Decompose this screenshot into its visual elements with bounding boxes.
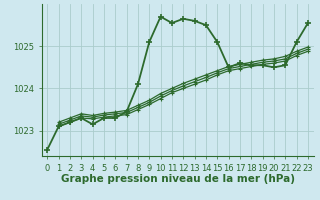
X-axis label: Graphe pression niveau de la mer (hPa): Graphe pression niveau de la mer (hPa): [60, 174, 295, 184]
